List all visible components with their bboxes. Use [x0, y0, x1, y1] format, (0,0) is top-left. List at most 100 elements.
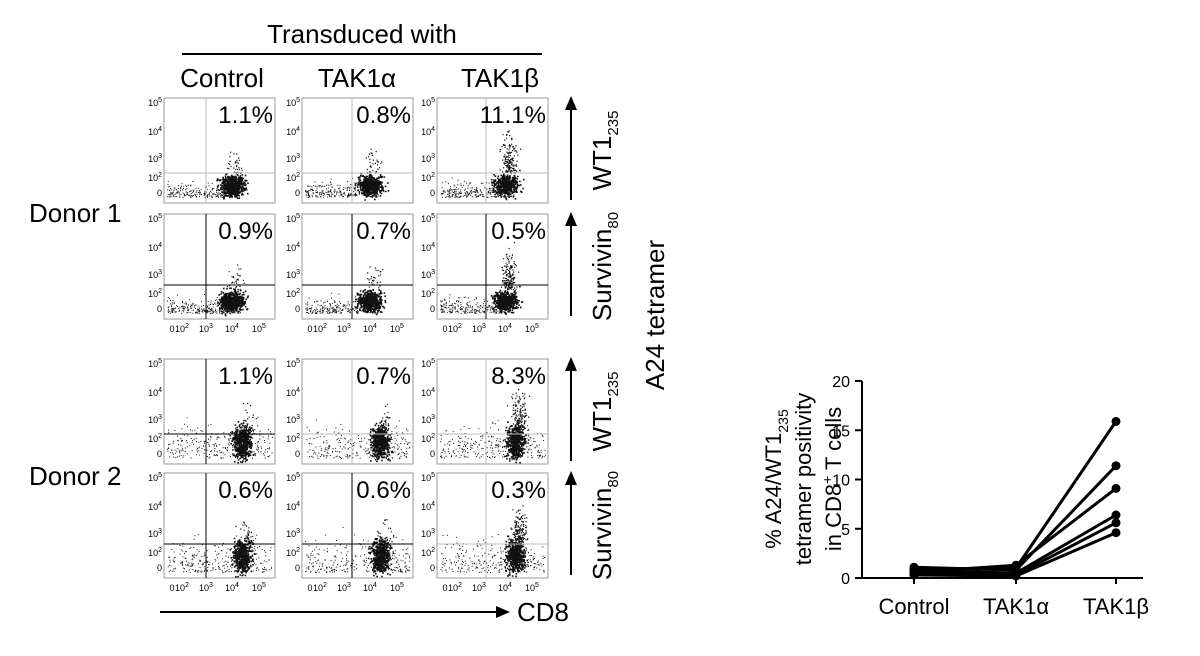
y-tick-label: 103: [421, 153, 435, 164]
x-tick-label: 105: [525, 323, 539, 334]
percent-label: 0.7%: [356, 363, 411, 390]
tetramer-arrowhead: [565, 96, 577, 110]
y-tick-label: 103: [148, 528, 162, 539]
y-tick-label: 102: [421, 172, 435, 183]
x-tick-label: 103: [472, 582, 486, 593]
y-tick-label: 0: [430, 188, 435, 198]
percent-label: 0.9%: [218, 218, 273, 245]
data-point: [909, 570, 919, 580]
flow-panel-d1-wt1-c3: 11.1% 105 104 103 102 0: [421, 97, 549, 204]
panel-frame: [301, 213, 414, 320]
data-point: [1111, 416, 1121, 426]
event-dots: [440, 496, 545, 578]
y-tick-label: 104: [148, 387, 162, 398]
y-tick-label: 105: [148, 213, 162, 224]
event-dots: [440, 388, 546, 464]
y-tick-label: 105: [421, 358, 435, 369]
y-tick-label: 0: [430, 563, 435, 573]
y-tick-label: 103: [286, 269, 300, 280]
panel-frame: [163, 358, 276, 465]
y-tick-label: 102: [286, 433, 300, 444]
y-tick-label: 102: [148, 433, 162, 444]
y-tick-label: 104: [286, 501, 300, 512]
x-tick-label: 102: [448, 582, 462, 593]
x-tick-label: 0: [169, 583, 174, 593]
x-tick-label: 102: [313, 582, 327, 593]
panel-frame: [436, 213, 549, 320]
event-dots: [306, 403, 411, 463]
y-tick-label: 105: [421, 472, 435, 483]
x-tick-label: 104: [225, 582, 239, 593]
x-tick-label: 105: [252, 323, 266, 334]
flow-panel-d1-wt1-c1: 1.1% 105 104 103 102 0: [148, 97, 276, 204]
y-tick-label: 0: [430, 304, 435, 314]
percent-label: 0.6%: [218, 477, 273, 504]
event-dots: [167, 402, 273, 464]
y-tick-label: 0: [157, 449, 162, 459]
y-tick-label: 102: [148, 288, 162, 299]
percent-label: 0.6%: [356, 477, 411, 504]
y-tick-label: 104: [286, 126, 300, 137]
condition-label-control: Control: [180, 63, 264, 93]
x-tick-label: 105: [525, 582, 539, 593]
x-tick-label: 0: [169, 324, 174, 334]
data-point: [1111, 461, 1121, 471]
y-tick-label: 104: [286, 242, 300, 253]
data-point: [1111, 518, 1121, 528]
flow-panel-d1-wt1-c2: 0.8% 105 104 103 102 0: [286, 97, 414, 204]
event-dots-path: [305, 519, 411, 578]
y-tick-label: 102: [148, 172, 162, 183]
y-tick-label: 0: [295, 188, 300, 198]
panel-frame: [436, 472, 549, 579]
data-point: [1111, 510, 1121, 520]
event-dots: [440, 242, 524, 316]
panel-frame: [163, 97, 276, 204]
y-tick-label: 103: [421, 269, 435, 280]
x-tick-label: 102: [175, 582, 189, 593]
x-tick-label: 103: [337, 582, 351, 593]
data-point: [1111, 528, 1121, 538]
percent-label: 0.3%: [491, 477, 546, 504]
y-tick-label: 104: [421, 126, 435, 137]
y-tick-label: 0: [295, 304, 300, 314]
percent-label: 0.7%: [356, 218, 411, 245]
x-tick-label: 104: [363, 323, 377, 334]
x-tick-label: 103: [199, 582, 213, 593]
panel-frame: [163, 472, 276, 579]
tetramer-row-label: Survivin80: [587, 212, 622, 321]
y-tick-label: 105: [148, 97, 162, 108]
y-tick-label: 103: [421, 528, 435, 539]
tetramer-arrowhead: [565, 212, 577, 226]
panel-frame: [436, 97, 549, 204]
x-tick-label: 0: [307, 583, 312, 593]
line-chart: 0 5 10 15 20 Control TAK1α TAK1β % A24/WT1235tet…: [761, 374, 1149, 619]
y-tick-label: 102: [286, 172, 300, 183]
x-tick-label: 102: [313, 323, 327, 334]
series-2: [909, 461, 1121, 575]
event-dots-path: [440, 242, 524, 316]
x-category-label: TAK1β: [1083, 594, 1149, 619]
x-tick-label: 104: [498, 323, 512, 334]
y-tick-label: 102: [286, 547, 300, 558]
cd8-arrowhead: [496, 606, 510, 618]
flow-panel-d2-wt1-c1: 1.1% 105 104 103 102 0: [148, 358, 276, 465]
panel-frame: [301, 472, 414, 579]
y-tick-label: 104: [421, 501, 435, 512]
percent-label: 0.5%: [491, 218, 546, 245]
y-tick-label: 103: [148, 153, 162, 164]
y-tick-label: 103: [286, 414, 300, 425]
percent-label: 0.8%: [356, 102, 411, 129]
x-tick-label: 104: [225, 323, 239, 334]
x-tick-label: 0: [307, 324, 312, 334]
condition-label-tak1a: TAK1α: [318, 63, 396, 93]
condition-label-tak1b: TAK1β: [461, 63, 539, 93]
y-tick-label: 103: [421, 414, 435, 425]
y-tick-label: 0: [295, 563, 300, 573]
donor-label-2: Donor 2: [29, 461, 122, 491]
y-tick-label: 103: [286, 153, 300, 164]
series-6: [909, 528, 1121, 581]
y-tick-label: 20: [832, 374, 850, 391]
